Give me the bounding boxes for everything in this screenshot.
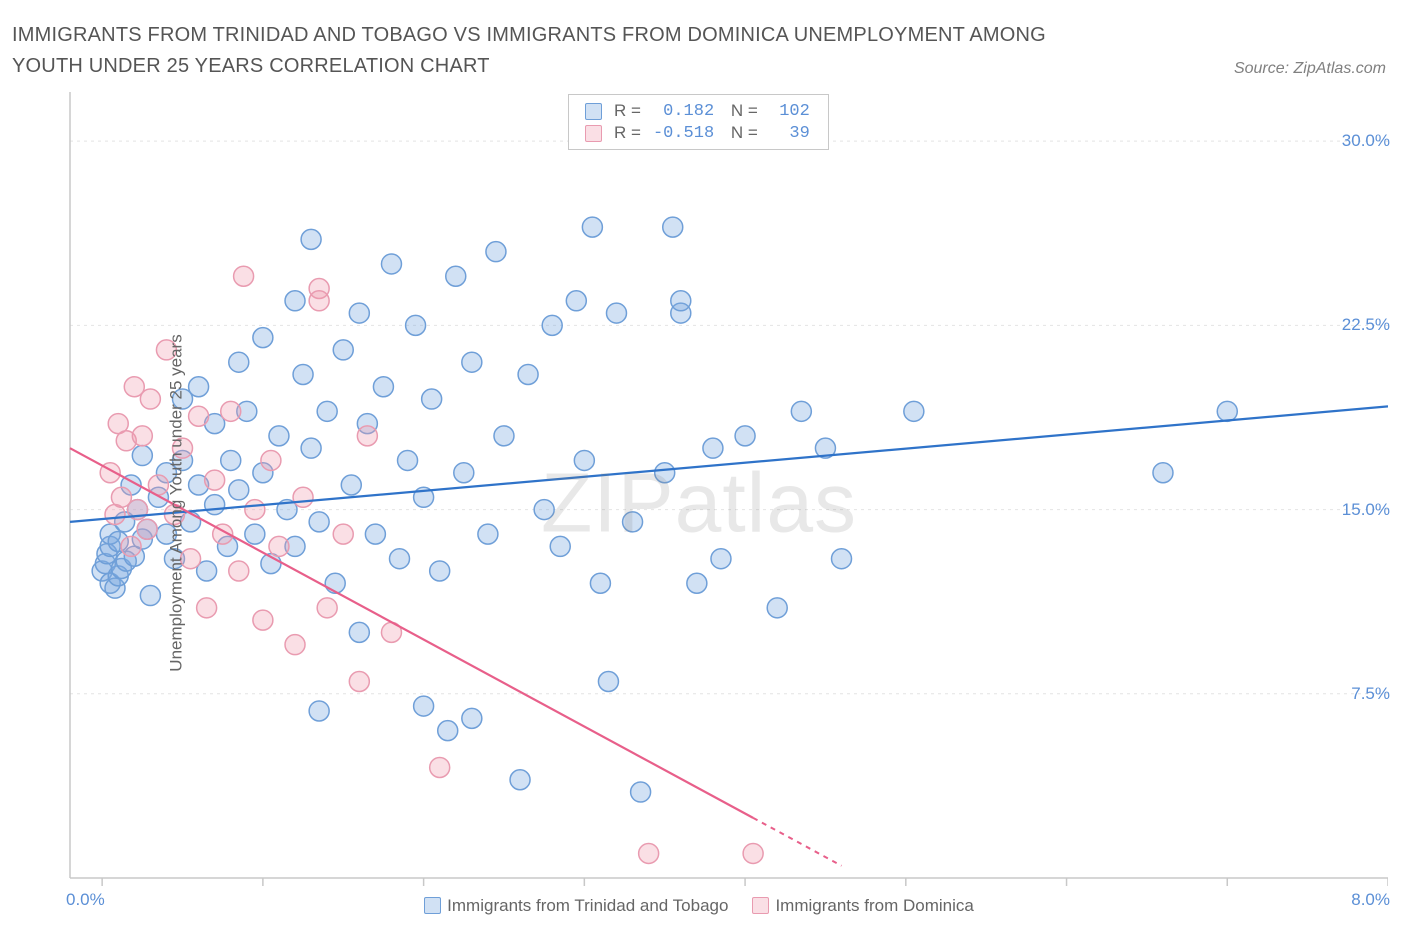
y-axis-label: Unemployment Among Youth under 25 years xyxy=(167,334,187,671)
legend-swatch xyxy=(752,897,769,914)
series-legend: Immigrants from Trinidad and Tobago Immig… xyxy=(12,896,1386,916)
legend-series-name: Immigrants from Trinidad and Tobago xyxy=(447,896,728,915)
legend-item: Immigrants from Dominica xyxy=(752,896,973,916)
chart-container: Unemployment Among Youth under 25 years … xyxy=(12,92,1386,914)
legend-r-value: 0.182 xyxy=(647,100,720,122)
legend-swatch xyxy=(585,103,602,120)
y-tick-label: 15.0% xyxy=(1342,500,1390,520)
chart-title: IMMIGRANTS FROM TRINIDAD AND TOBAGO VS I… xyxy=(12,20,1112,82)
correlation-legend: R =0.182 N =102 R =-0.518 N =39 xyxy=(568,94,829,150)
y-tick-label: 7.5% xyxy=(1351,684,1390,704)
legend-swatch xyxy=(585,125,602,142)
legend-item: Immigrants from Trinidad and Tobago xyxy=(424,896,728,916)
legend-r-label: R = xyxy=(608,100,647,122)
legend-swatch xyxy=(424,897,441,914)
source-attribution: Source: ZipAtlas.com xyxy=(1234,60,1386,82)
legend-r-value: -0.518 xyxy=(647,122,720,144)
y-tick-label: 30.0% xyxy=(1342,131,1390,151)
legend-n-label: N = xyxy=(720,100,764,122)
legend-n-value: 39 xyxy=(764,122,816,144)
legend-r-label: R = xyxy=(608,122,647,144)
y-tick-label: 22.5% xyxy=(1342,315,1390,335)
scatter-plot xyxy=(12,92,1388,914)
legend-series-name: Immigrants from Dominica xyxy=(775,896,973,915)
legend-n-value: 102 xyxy=(764,100,816,122)
legend-n-label: N = xyxy=(720,122,764,144)
